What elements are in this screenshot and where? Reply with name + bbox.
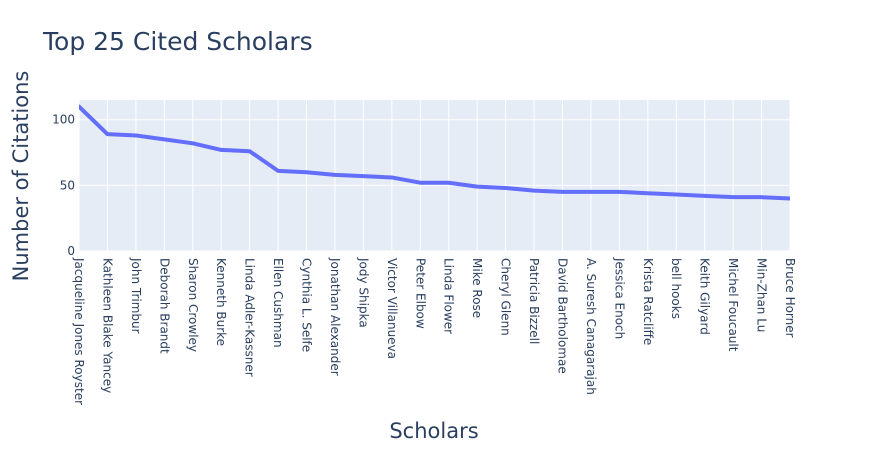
x-tick-label: David Bartholomae: [555, 258, 569, 374]
y-axis-ticks: 0 50 100: [52, 113, 75, 258]
x-tick-label: Jody Shipka: [356, 257, 370, 328]
x-tick-label: Cheryl Glenn: [499, 258, 513, 336]
x-tick-label: Jonathan Alexander: [328, 257, 342, 376]
x-tick-label: Kathleen Blake Yancey: [100, 258, 114, 393]
x-tick-label: bell hooks: [669, 258, 683, 319]
x-tick-label: Mike Rose: [470, 258, 484, 318]
x-tick-label: Linda Flower: [442, 258, 456, 334]
x-tick-label: Sharon Crowley: [186, 258, 200, 352]
series-line: [79, 104, 790, 201]
gridlines: [78, 100, 791, 252]
x-tick-label: Linda Adler-Kassner: [243, 258, 257, 377]
plot-area: [79, 100, 790, 251]
x-tick-label: A. Suresh Canagarajah: [584, 258, 598, 395]
x-tick-label: Min-Zhan Lu: [755, 258, 769, 332]
x-tick-label: Cynthia L. Selfe: [300, 258, 314, 352]
x-axis-ticks: Jacqueline Jones Royster Kathleen Blake Y…: [72, 257, 797, 405]
x-tick-label: Jessica Enoch: [612, 257, 626, 339]
chart-title: Top 25 Cited Scholars: [42, 27, 313, 56]
x-tick-label: Keith Gilyard: [698, 258, 712, 335]
x-tick-label: John Trimbur: [129, 257, 143, 334]
x-tick-label: Michel Foucault: [726, 258, 740, 352]
x-tick-label: Peter Elbow: [413, 258, 427, 329]
y-tick-label: 50: [60, 178, 75, 192]
x-tick-label: Krista Ratcliffe: [641, 258, 655, 345]
x-tick-label: Ellen Cushman: [271, 258, 285, 348]
y-axis-title: Number of Citations: [9, 71, 33, 282]
y-tick-label: 0: [67, 244, 75, 258]
x-axis-title: Scholars: [389, 419, 478, 443]
x-tick-label: Bruce Horner: [783, 258, 797, 338]
y-tick-label: 100: [52, 113, 75, 127]
x-tick-label: Kenneth Burke: [214, 258, 228, 346]
x-tick-label: Patricia Bizzell: [527, 258, 541, 344]
x-tick-label: Victor Villanueva: [385, 258, 399, 359]
x-tick-label: Deborah Brandt: [157, 258, 171, 354]
x-tick-label: Jacqueline Jones Royster: [72, 257, 86, 405]
